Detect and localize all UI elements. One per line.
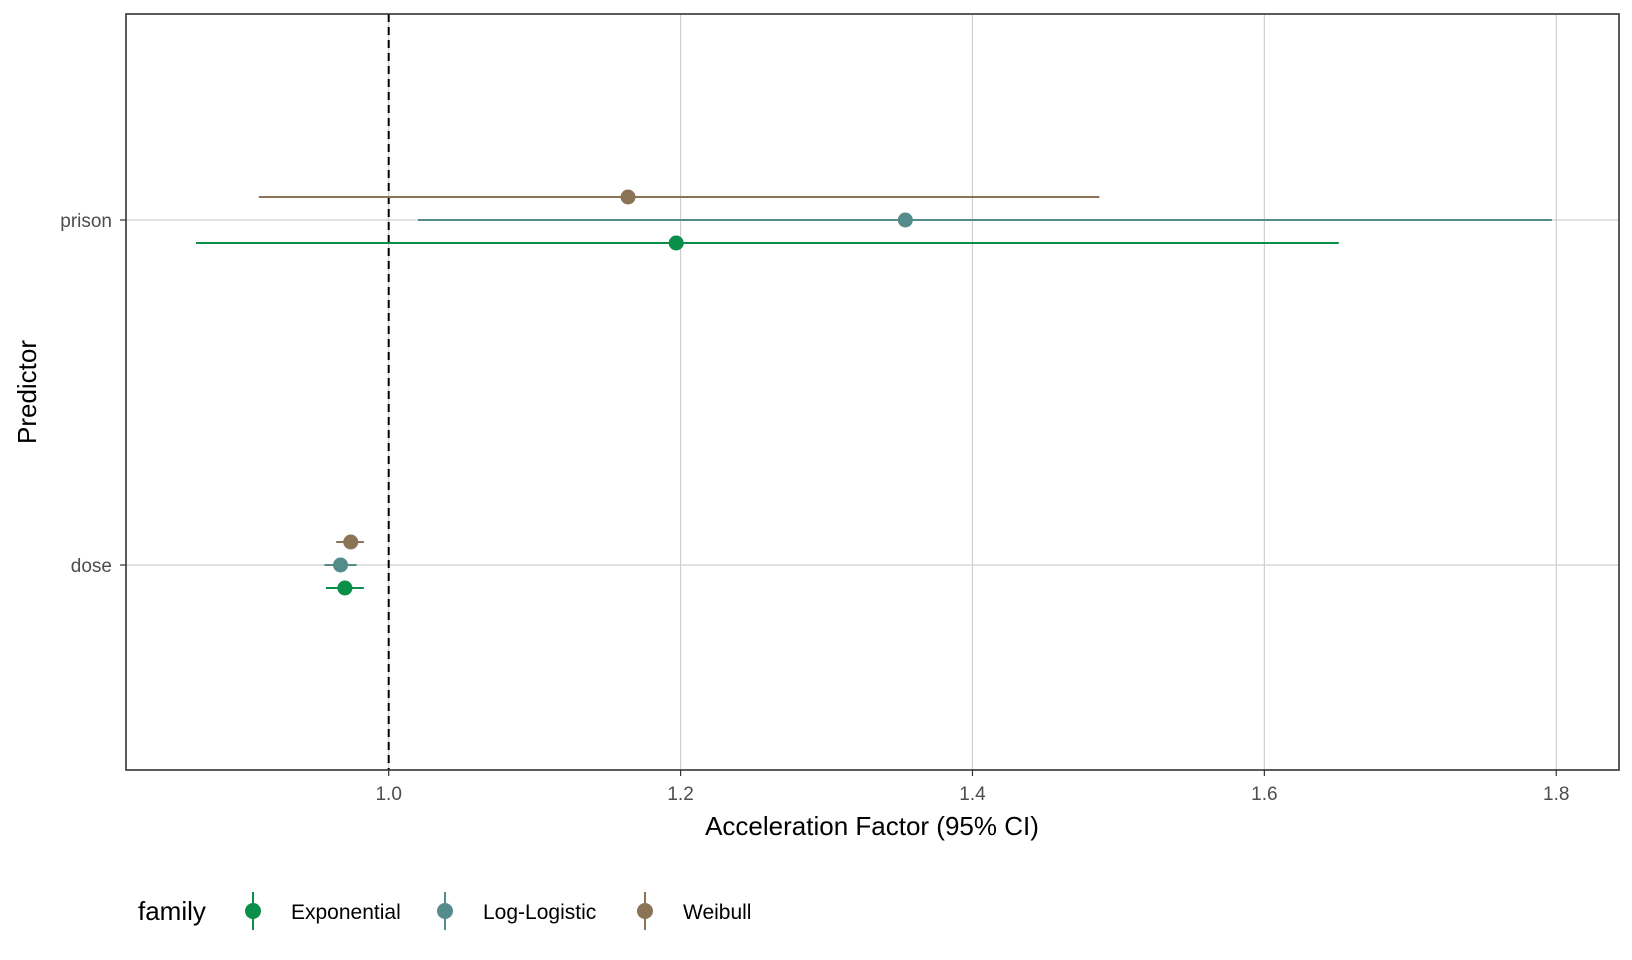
plot-panel-border bbox=[125, 13, 1620, 771]
point-log-logistic-prison bbox=[897, 212, 913, 228]
y-tick-label-dose: dose bbox=[71, 556, 112, 577]
point-weibull-dose bbox=[343, 534, 359, 550]
legend-label-log-logistic: Log-Logistic bbox=[483, 901, 596, 924]
point-log-logistic-dose bbox=[333, 557, 349, 573]
point-exponential-dose bbox=[337, 580, 353, 596]
legend-label-exponential: Exponential bbox=[291, 901, 401, 924]
x-tick-label-4: 1.8 bbox=[1543, 784, 1569, 805]
y-axis-title: Predictor bbox=[12, 340, 42, 444]
legend-key-point-log-logistic bbox=[437, 903, 453, 919]
x-tick-label-1: 1.2 bbox=[667, 784, 693, 805]
y-axis-ticks: prison dose bbox=[60, 211, 126, 577]
series-group bbox=[196, 189, 1552, 596]
x-tick-label-2: 1.4 bbox=[959, 784, 986, 805]
y-tick-label-prison: prison bbox=[60, 211, 112, 232]
legend-title: family bbox=[138, 896, 206, 926]
x-tick-label-0: 1.0 bbox=[375, 784, 401, 805]
x-tick-label-3: 1.6 bbox=[1251, 784, 1277, 805]
x-axis-ticks: 1.0 1.2 1.4 1.6 1.8 bbox=[375, 770, 1569, 805]
legend: family Exponential Log-Logistic Weibull bbox=[138, 892, 751, 930]
point-exponential-prison bbox=[668, 235, 684, 251]
point-weibull-prison bbox=[620, 189, 636, 205]
legend-label-weibull: Weibull bbox=[683, 901, 751, 924]
legend-key-point-weibull bbox=[637, 903, 653, 919]
legend-key-point-exponential bbox=[245, 903, 261, 919]
x-axis-title: Acceleration Factor (95% CI) bbox=[705, 811, 1039, 841]
